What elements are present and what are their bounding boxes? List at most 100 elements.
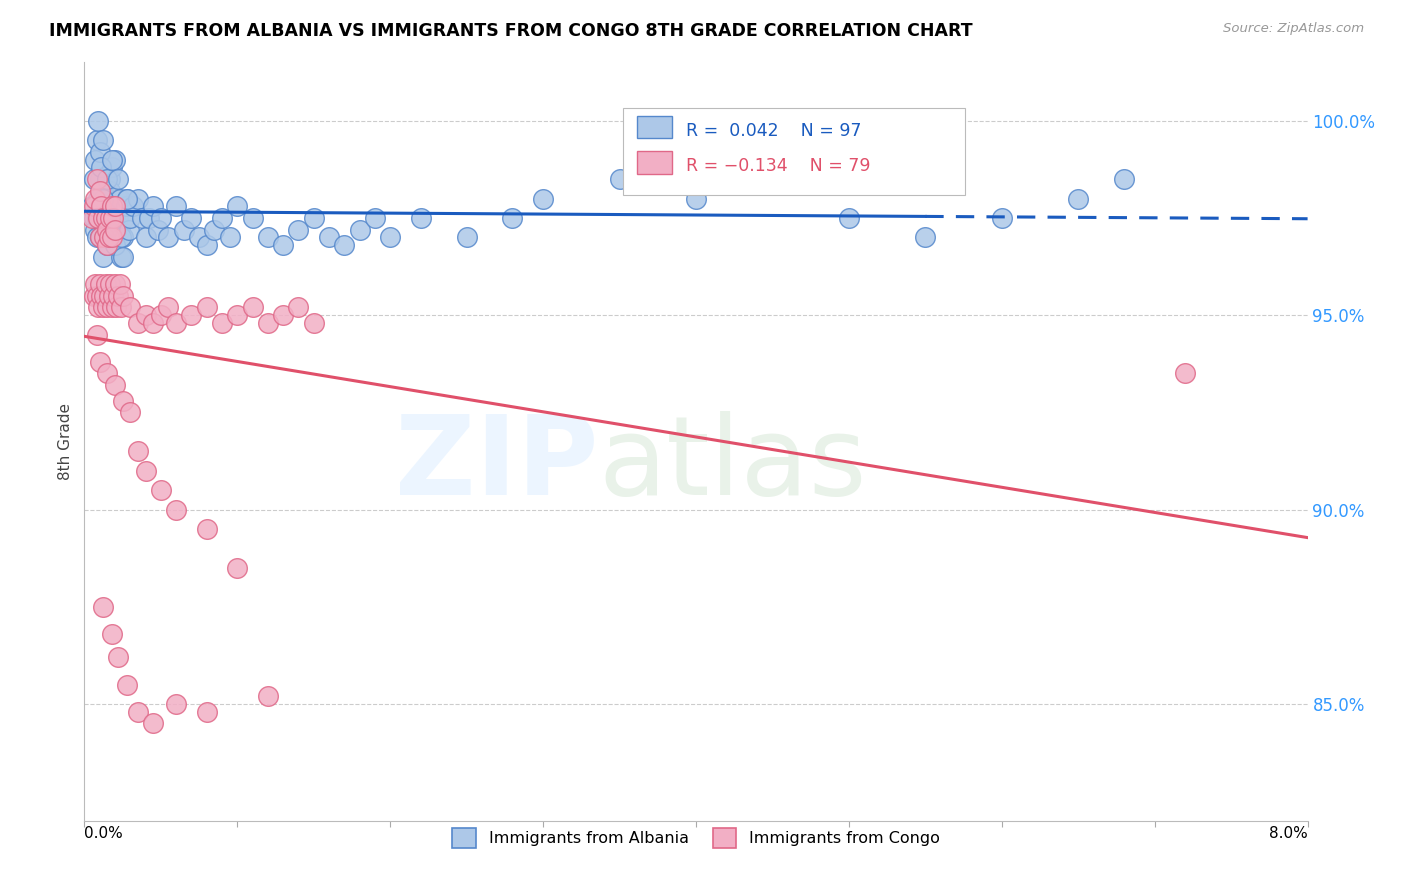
Point	[89, 199, 111, 213]
Point	[97, 199, 120, 213]
Point	[96, 367, 118, 381]
Point	[90, 289, 112, 303]
Point	[131, 211, 153, 225]
Point	[84, 153, 107, 167]
Point	[101, 627, 124, 641]
Point	[97, 289, 120, 303]
Point	[142, 316, 165, 330]
Point	[91, 211, 114, 225]
Point	[914, 230, 936, 244]
Point	[96, 238, 118, 252]
Text: 8.0%: 8.0%	[1268, 827, 1308, 841]
Point	[120, 405, 142, 419]
Point	[89, 184, 111, 198]
Point	[1114, 172, 1136, 186]
Point	[456, 230, 478, 244]
Point	[115, 192, 138, 206]
Point	[127, 444, 149, 458]
Point	[98, 211, 121, 225]
Point	[107, 192, 129, 206]
Point	[84, 192, 107, 206]
Point	[195, 705, 218, 719]
Point	[107, 650, 129, 665]
Point	[218, 230, 240, 244]
Point	[89, 230, 111, 244]
Point	[86, 133, 108, 147]
Point	[93, 230, 115, 244]
Point	[108, 277, 131, 291]
Point	[118, 222, 141, 236]
Point	[91, 184, 114, 198]
Point	[180, 211, 202, 225]
Point	[120, 211, 142, 225]
Point	[96, 172, 118, 186]
Point	[111, 250, 134, 264]
Point	[165, 502, 187, 516]
Point	[226, 199, 249, 213]
Point	[94, 211, 117, 225]
Point	[104, 199, 127, 213]
Point	[90, 211, 112, 225]
Point	[122, 199, 145, 213]
Point	[115, 192, 138, 206]
Point	[87, 192, 110, 206]
Point	[271, 308, 294, 322]
Point	[91, 250, 114, 264]
Point	[1174, 367, 1197, 381]
Point	[94, 199, 117, 213]
Point	[226, 561, 249, 575]
Point	[127, 705, 149, 719]
Point	[188, 230, 211, 244]
Point	[86, 230, 108, 244]
Point	[86, 327, 108, 342]
FancyBboxPatch shape	[637, 151, 672, 174]
Point	[104, 277, 127, 291]
Point	[112, 211, 135, 225]
Point	[111, 393, 134, 408]
Point	[93, 230, 115, 244]
Point	[83, 172, 105, 186]
Point	[87, 113, 110, 128]
Point	[101, 161, 124, 175]
Point	[91, 192, 114, 206]
Point	[838, 211, 860, 225]
Point	[242, 211, 264, 225]
Point	[149, 308, 172, 322]
Point	[135, 308, 157, 322]
Point	[157, 301, 180, 315]
Point	[89, 230, 111, 244]
Point	[318, 230, 340, 244]
Point	[211, 211, 233, 225]
Point	[98, 184, 121, 198]
Point	[302, 316, 325, 330]
Point	[108, 222, 131, 236]
Point	[94, 277, 117, 291]
Point	[103, 230, 125, 244]
Point	[104, 238, 127, 252]
FancyBboxPatch shape	[623, 108, 965, 195]
Point	[211, 316, 233, 330]
Point	[84, 222, 107, 236]
Point	[333, 238, 356, 252]
Point	[101, 199, 124, 213]
Point	[349, 222, 371, 236]
Point	[89, 172, 111, 186]
Point	[80, 199, 103, 213]
Point	[98, 277, 121, 291]
Point	[97, 230, 120, 244]
Point	[114, 199, 136, 213]
Point	[86, 172, 108, 186]
Point	[135, 230, 157, 244]
Point	[115, 677, 138, 691]
Text: 0.0%: 0.0%	[84, 827, 124, 841]
Point	[195, 522, 218, 536]
Point	[991, 211, 1014, 225]
Point	[287, 222, 309, 236]
Point	[531, 192, 554, 206]
Point	[127, 192, 149, 206]
Point	[146, 222, 169, 236]
Point	[101, 230, 124, 244]
Point	[380, 230, 402, 244]
Point	[287, 301, 309, 315]
Point	[89, 355, 111, 369]
